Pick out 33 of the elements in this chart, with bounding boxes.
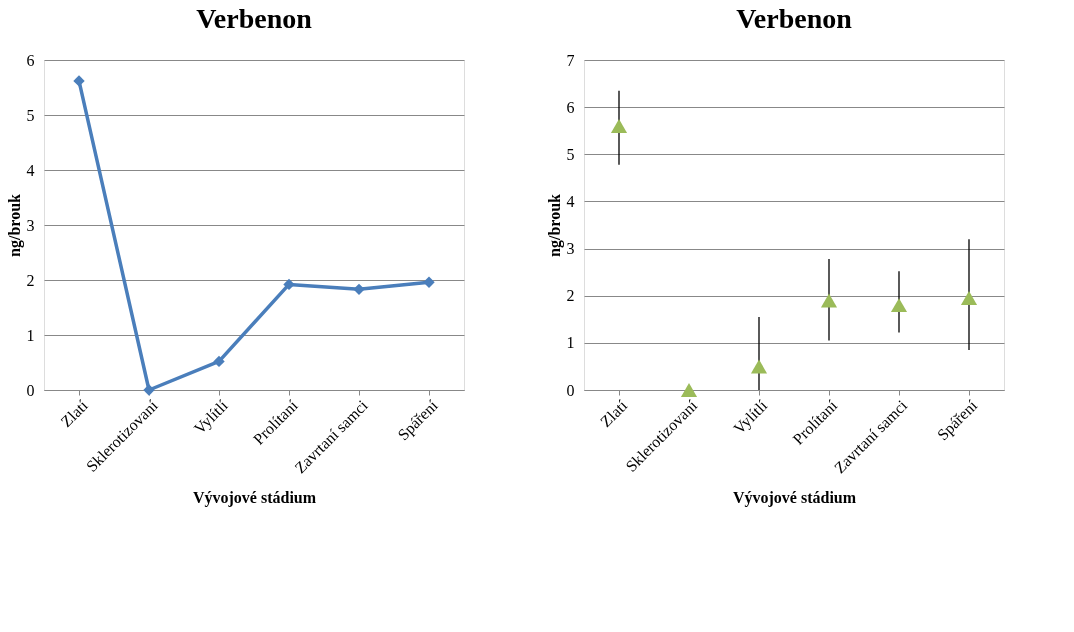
point	[680, 383, 698, 397]
point	[610, 119, 628, 133]
point	[143, 384, 155, 396]
point	[213, 355, 225, 368]
point	[890, 298, 908, 313]
chart-title: Verbenon	[196, 3, 313, 34]
point	[353, 283, 365, 296]
y-tick-label: 0	[26, 381, 35, 399]
y-tick-label: 2	[26, 271, 35, 289]
chart-title: Verbenon	[736, 3, 853, 34]
y-tick-label: 1	[566, 334, 575, 352]
point	[750, 359, 768, 374]
y-tick-label: 6	[26, 51, 35, 69]
y-tick-label: 4	[566, 192, 575, 210]
y-tick-label: 7	[566, 51, 575, 69]
y-tick-label: 3	[566, 240, 575, 258]
x-axis-title: Vývojové stádium	[192, 489, 317, 508]
y-tick-label: 5	[566, 145, 575, 163]
y-tick-label: 4	[26, 161, 35, 179]
x-axis-title: Vývojové stádium	[732, 489, 857, 508]
point	[283, 278, 295, 291]
y-tick-label: 3	[26, 216, 35, 234]
y-tick-label: 2	[566, 287, 575, 305]
y-tick-label: 1	[26, 326, 35, 344]
y-axis-title: ng/brouk	[545, 193, 564, 257]
y-tick-label: 6	[566, 98, 575, 116]
y-tick-label: 0	[566, 381, 575, 399]
point	[73, 75, 85, 87]
point	[820, 293, 838, 308]
point	[960, 291, 978, 306]
y-axis-title: ng/brouk	[5, 193, 24, 257]
point	[423, 276, 435, 288]
y-tick-label: 5	[26, 106, 35, 124]
